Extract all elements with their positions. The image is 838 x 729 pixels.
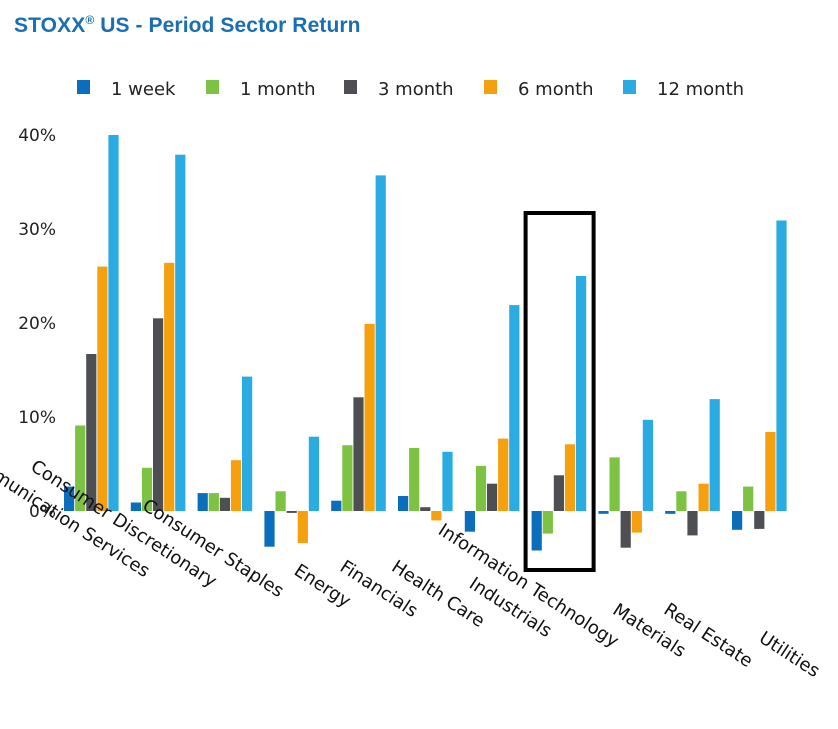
highlight-box: [523, 211, 596, 572]
bar-7-3: [564, 444, 576, 511]
bar-8-4: [642, 419, 653, 511]
title-rest: US - Period Sector Return: [94, 14, 361, 37]
bar-6-0: [464, 511, 475, 532]
bar-2-1: [208, 493, 219, 511]
bar-7-2: [553, 475, 564, 511]
bar-3-4: [308, 436, 319, 511]
bar-4-0: [331, 500, 342, 511]
bar-9-4: [709, 399, 720, 511]
bar-8-2: [620, 511, 631, 548]
bar-2-0: [197, 493, 208, 511]
bar-0-4: [108, 135, 119, 511]
legend-swatch-3: [484, 80, 497, 94]
legend-label-2: 3 month: [378, 79, 454, 100]
bar-0-2: [86, 354, 97, 511]
bar-1-1: [141, 467, 153, 511]
bar-2-4: [242, 376, 253, 511]
legend: 1 week 1 month 3 month 6 month 12 month: [77, 79, 744, 100]
y-tick-label-1: 10%: [18, 408, 56, 428]
bar-10-0: [732, 511, 743, 530]
legend-swatch-1: [206, 80, 219, 94]
bar-9-2: [687, 511, 698, 536]
bar-3-3: [297, 511, 308, 543]
highlight-rect: [523, 211, 596, 572]
y-tick-label-0: 0%: [29, 502, 56, 522]
bar-1-0: [130, 502, 141, 511]
bar-5-0: [398, 496, 409, 511]
bar-1-2: [153, 318, 164, 511]
bar-8-3: [631, 511, 642, 533]
bar-9-0: [665, 511, 676, 514]
bar-7-0: [531, 511, 542, 551]
bar-3-0: [264, 511, 275, 547]
bar-10-4: [776, 220, 787, 511]
legend-swatch-4: [623, 80, 636, 94]
bar-5-2: [420, 507, 431, 511]
legend-label-1: 1 month: [240, 79, 316, 100]
title-main: STOXX: [14, 14, 86, 37]
bar-1-4: [175, 154, 186, 511]
y-tick-label-3: 30%: [18, 220, 56, 240]
title-registered-mark: ®: [85, 13, 95, 27]
bar-3-1: [275, 491, 286, 511]
legend-label-4: 12 month: [657, 79, 744, 100]
legend-swatch-0: [77, 80, 90, 94]
category-label-10: Utilities: [755, 627, 823, 682]
bar-5-3: [431, 511, 442, 521]
bar-8-0: [598, 511, 609, 514]
bar-2-2: [219, 497, 230, 511]
bar-0-1: [75, 425, 86, 511]
chart-title: STOXX® US - Period Sector Return: [14, 14, 361, 38]
bar-0-3: [97, 266, 108, 511]
bar-4-4: [375, 175, 386, 511]
bar-7-4: [576, 276, 587, 511]
bar-1-3: [164, 262, 175, 511]
bar-10-1: [743, 486, 754, 511]
bar-5-4: [442, 451, 453, 511]
bar-2-3: [230, 460, 242, 511]
bar-3-2: [286, 511, 297, 513]
bar-10-2: [754, 511, 765, 529]
y-tick-label-4: 40%: [18, 126, 56, 146]
legend-label-0: 1 week: [111, 79, 176, 100]
bar-4-3: [364, 323, 375, 511]
bar-5-1: [409, 448, 420, 511]
bar-7-1: [542, 511, 553, 534]
bar-9-1: [676, 491, 687, 511]
bar-6-3: [498, 438, 509, 511]
bars: [64, 135, 787, 551]
y-tick-label-2: 20%: [18, 314, 56, 334]
bar-6-1: [475, 465, 487, 511]
legend-label-3: 6 month: [518, 79, 594, 100]
bar-6-4: [509, 305, 520, 511]
bar-0-0: [64, 486, 75, 511]
y-axis: 0% 10% 20% 30% 40%: [18, 126, 56, 522]
bar-10-3: [765, 432, 776, 511]
bar-8-1: [609, 457, 620, 511]
bar-4-1: [342, 445, 353, 511]
bar-6-2: [487, 483, 498, 511]
bar-4-2: [353, 397, 364, 511]
legend-swatch-2: [344, 80, 357, 94]
bar-9-3: [698, 483, 709, 511]
